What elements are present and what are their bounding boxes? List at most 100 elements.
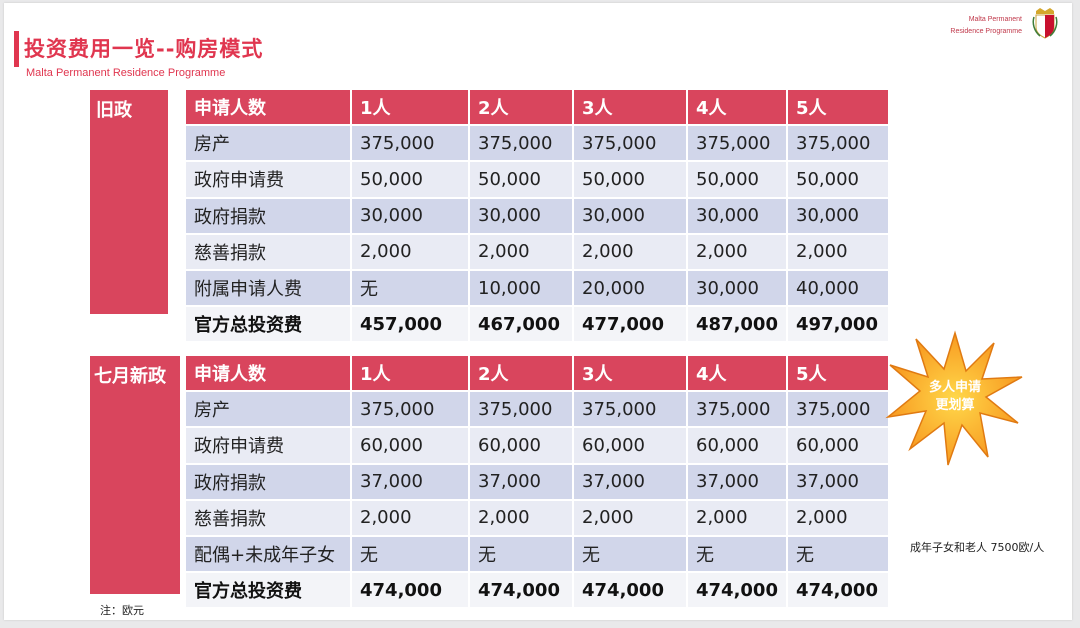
table-cell: 2,000 bbox=[787, 233, 890, 271]
header-cell: 申请人数 bbox=[186, 90, 352, 127]
slide: 投资费用一览--购房模式 Malta Permanent Residence P… bbox=[4, 3, 1072, 620]
new-policy-label: 七月新政 bbox=[90, 356, 180, 594]
table-cell: 50,000 bbox=[573, 161, 688, 199]
table-cell: 40,000 bbox=[787, 269, 890, 308]
table-cell: 2,000 bbox=[469, 499, 574, 537]
header-cell: 1人 bbox=[351, 356, 470, 393]
table-cell: 37,000 bbox=[573, 463, 688, 501]
total-cell: 474,000 bbox=[573, 572, 688, 610]
old-policy-table: 申请人数 1人 2人 3人 4人 5人 房产 375,000 375,000 3… bbox=[186, 90, 890, 344]
old-policy-label: 旧政 bbox=[90, 90, 168, 314]
table-cell: 37,000 bbox=[351, 463, 470, 501]
row-label: 政府捐款 bbox=[186, 197, 352, 235]
total-cell: 474,000 bbox=[469, 572, 574, 610]
title-accent-bar bbox=[14, 31, 19, 67]
table-cell: 375,000 bbox=[469, 125, 574, 163]
row-label: 房产 bbox=[186, 125, 352, 163]
table-cell: 50,000 bbox=[469, 161, 574, 199]
table-cell: 2,000 bbox=[687, 499, 788, 537]
table-cell: 50,000 bbox=[687, 161, 788, 199]
table-cell: 30,000 bbox=[687, 197, 788, 235]
footnote: 注：欧元 bbox=[100, 604, 144, 617]
table-row: 配偶+未成年子女 无 无 无 无 无 bbox=[186, 535, 890, 574]
table-cell: 30,000 bbox=[787, 197, 890, 235]
table-cell: 375,000 bbox=[787, 125, 890, 163]
starburst-badge: 多人申请 更划算 bbox=[885, 330, 1023, 466]
table-cell: 2,000 bbox=[787, 499, 890, 537]
table-cell: 375,000 bbox=[469, 391, 574, 429]
table-cell: 无 bbox=[687, 535, 788, 574]
table-row: 附属申请人费 无 10,000 20,000 30,000 40,000 bbox=[186, 269, 890, 308]
table-cell: 375,000 bbox=[687, 391, 788, 429]
table-cell: 375,000 bbox=[351, 125, 470, 163]
header-cell: 3人 bbox=[573, 90, 688, 127]
header-cell: 5人 bbox=[787, 356, 890, 393]
table-cell: 30,000 bbox=[687, 269, 788, 308]
total-row: 官方总投资费 457,000 467,000 477,000 487,000 4… bbox=[186, 306, 890, 344]
total-cell: 457,000 bbox=[351, 306, 470, 344]
table-cell: 375,000 bbox=[573, 391, 688, 429]
starburst-shape bbox=[885, 330, 1023, 466]
total-cell: 477,000 bbox=[573, 306, 688, 344]
table-row: 房产 375,000 375,000 375,000 375,000 375,0… bbox=[186, 125, 890, 163]
total-cell: 487,000 bbox=[687, 306, 788, 344]
table-cell: 无 bbox=[469, 535, 574, 574]
table-cell: 无 bbox=[573, 535, 688, 574]
table-cell: 无 bbox=[351, 269, 470, 308]
table-cell: 375,000 bbox=[351, 391, 470, 429]
table-cell: 37,000 bbox=[469, 463, 574, 501]
table-header-row: 申请人数 1人 2人 3人 4人 5人 bbox=[186, 90, 890, 127]
row-label: 房产 bbox=[186, 391, 352, 429]
table-cell: 2,000 bbox=[573, 233, 688, 271]
table-row: 房产 375,000 375,000 375,000 375,000 375,0… bbox=[186, 391, 890, 429]
row-label: 政府申请费 bbox=[186, 161, 352, 199]
table-cell: 10,000 bbox=[469, 269, 574, 308]
total-cell: 467,000 bbox=[469, 306, 574, 344]
table-cell: 20,000 bbox=[573, 269, 688, 308]
table-cell: 30,000 bbox=[469, 197, 574, 235]
table-cell: 60,000 bbox=[351, 427, 470, 465]
table-cell: 30,000 bbox=[573, 197, 688, 235]
row-label: 官方总投资费 bbox=[186, 306, 352, 344]
page-subtitle: Malta Permanent Residence Programme bbox=[26, 67, 226, 79]
row-label: 配偶+未成年子女 bbox=[186, 535, 352, 574]
table-cell: 375,000 bbox=[687, 125, 788, 163]
table-cell: 30,000 bbox=[351, 197, 470, 235]
header-cell: 4人 bbox=[687, 356, 788, 393]
table-row: 政府申请费 60,000 60,000 60,000 60,000 60,000 bbox=[186, 427, 890, 465]
table-cell: 60,000 bbox=[573, 427, 688, 465]
total-cell: 474,000 bbox=[787, 572, 890, 610]
burst-line1: 多人申请 bbox=[929, 379, 981, 395]
table-cell: 60,000 bbox=[687, 427, 788, 465]
table-cell: 60,000 bbox=[787, 427, 890, 465]
table-cell: 37,000 bbox=[787, 463, 890, 501]
row-label: 附属申请人费 bbox=[186, 269, 352, 308]
new-policy-table: 申请人数 1人 2人 3人 4人 5人 房产 375,000 375,000 3… bbox=[186, 356, 890, 610]
total-cell: 474,000 bbox=[351, 572, 470, 610]
table-cell: 2,000 bbox=[573, 499, 688, 537]
malta-crest-logo bbox=[1032, 8, 1058, 39]
logo-caption: Malta Permanent Residence Programme bbox=[950, 14, 1022, 38]
table-cell: 无 bbox=[351, 535, 470, 574]
table-header-row: 申请人数 1人 2人 3人 4人 5人 bbox=[186, 356, 890, 393]
header-cell: 2人 bbox=[469, 356, 574, 393]
table-cell: 2,000 bbox=[351, 233, 470, 271]
table-cell: 60,000 bbox=[469, 427, 574, 465]
table-cell: 375,000 bbox=[787, 391, 890, 429]
table-row: 慈善捐款 2,000 2,000 2,000 2,000 2,000 bbox=[186, 499, 890, 537]
table-row: 慈善捐款 2,000 2,000 2,000 2,000 2,000 bbox=[186, 233, 890, 271]
header-cell: 1人 bbox=[351, 90, 470, 127]
row-label: 慈善捐款 bbox=[186, 499, 352, 537]
page-title: 投资费用一览--购房模式 bbox=[24, 37, 264, 61]
logo-caption-line1: Malta Permanent bbox=[968, 16, 1022, 23]
table-cell: 2,000 bbox=[469, 233, 574, 271]
table-cell: 375,000 bbox=[573, 125, 688, 163]
header-cell: 申请人数 bbox=[186, 356, 352, 393]
table-row: 政府捐款 30,000 30,000 30,000 30,000 30,000 bbox=[186, 197, 890, 235]
table-cell: 50,000 bbox=[351, 161, 470, 199]
header-cell: 4人 bbox=[687, 90, 788, 127]
table-row: 政府申请费 50,000 50,000 50,000 50,000 50,000 bbox=[186, 161, 890, 199]
total-cell: 497,000 bbox=[787, 306, 890, 344]
header-cell: 5人 bbox=[787, 90, 890, 127]
table-cell: 37,000 bbox=[687, 463, 788, 501]
